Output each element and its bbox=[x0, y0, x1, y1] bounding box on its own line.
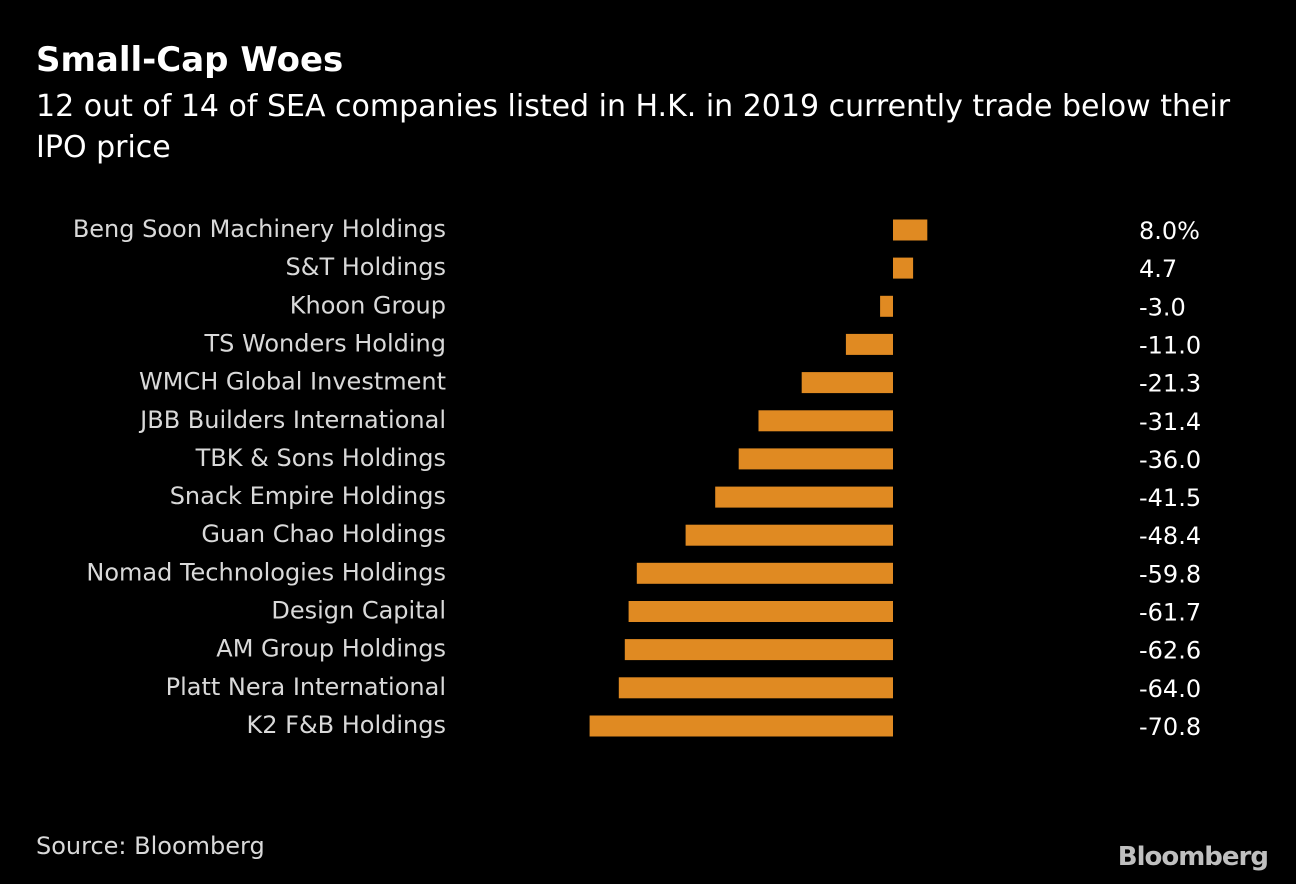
category-label: WMCH Global Investment bbox=[139, 368, 446, 396]
value-label: 8.0% bbox=[1139, 217, 1200, 245]
value-label: 4.7 bbox=[1139, 255, 1177, 283]
value-label: -3.0 bbox=[1139, 293, 1186, 321]
value-label: -31.4 bbox=[1139, 408, 1201, 436]
bar bbox=[893, 219, 928, 241]
category-label: Khoon Group bbox=[290, 291, 446, 319]
category-label: JBB Builders International bbox=[138, 406, 446, 434]
bar bbox=[624, 639, 893, 661]
category-label: TS Wonders Holding bbox=[204, 329, 447, 357]
bloomberg-logo: Bloomberg bbox=[1117, 842, 1269, 872]
value-label: -64.0 bbox=[1139, 675, 1201, 703]
chart-title: Small-Cap Woes bbox=[36, 40, 344, 80]
bar bbox=[636, 562, 893, 584]
value-label: -41.5 bbox=[1139, 484, 1201, 512]
category-label: Snack Empire Holdings bbox=[170, 482, 446, 510]
category-label: Nomad Technologies Holdings bbox=[86, 558, 446, 586]
chart-subtitle: 12 out of 14 of SEA companies listed in … bbox=[36, 89, 1231, 165]
category-label: Platt Nera International bbox=[166, 673, 446, 701]
category-label: Beng Soon Machinery Holdings bbox=[73, 215, 446, 243]
value-label: -48.4 bbox=[1139, 522, 1201, 550]
value-label: -61.7 bbox=[1139, 599, 1201, 627]
category-label: Guan Chao Holdings bbox=[201, 520, 446, 548]
value-label: -62.6 bbox=[1139, 637, 1201, 665]
bar bbox=[880, 295, 893, 317]
bar bbox=[893, 257, 914, 279]
bar bbox=[685, 524, 893, 546]
bar bbox=[758, 410, 893, 432]
value-label: -21.3 bbox=[1139, 370, 1201, 398]
value-label: -59.8 bbox=[1139, 560, 1201, 588]
value-label: -36.0 bbox=[1139, 446, 1201, 474]
bar bbox=[738, 448, 893, 470]
value-label: -11.0 bbox=[1139, 331, 1201, 359]
category-label: S&T Holdings bbox=[286, 253, 447, 281]
category-label: Design Capital bbox=[271, 597, 446, 625]
bar bbox=[628, 601, 893, 622]
bar bbox=[589, 715, 893, 737]
bar bbox=[801, 372, 893, 394]
bar bbox=[845, 333, 893, 355]
bar bbox=[715, 486, 893, 508]
category-label: AM Group Holdings bbox=[216, 635, 446, 663]
bar bbox=[618, 677, 893, 699]
category-label: K2 F&B Holdings bbox=[247, 711, 447, 739]
category-label: TBK & Sons Holdings bbox=[195, 444, 446, 472]
source-note: Source: Bloomberg bbox=[36, 832, 265, 860]
value-label: -70.8 bbox=[1139, 713, 1201, 741]
